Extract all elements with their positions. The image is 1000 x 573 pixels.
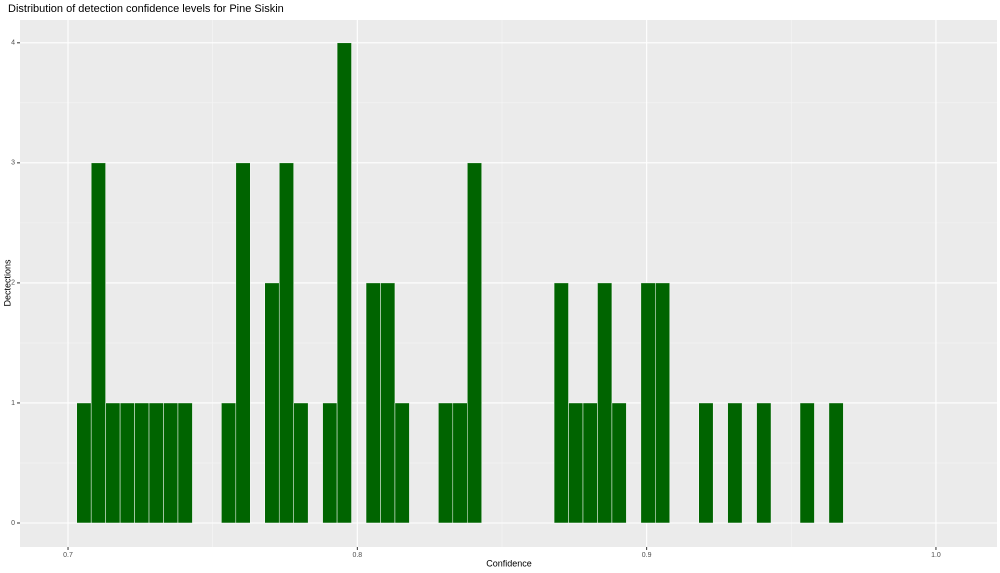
y-axis-label: Dectections — [2, 259, 12, 307]
bar — [828, 402, 844, 524]
bar — [611, 402, 627, 524]
bar — [76, 402, 92, 524]
bar — [727, 402, 743, 524]
y-tick-label: 2 — [11, 280, 15, 287]
x-tick-label: 0.7 — [63, 552, 73, 559]
bar — [322, 402, 338, 524]
bar — [293, 402, 309, 524]
x-tick-label: 0.8 — [352, 552, 362, 559]
bar — [264, 282, 280, 524]
bar — [105, 402, 121, 524]
bar — [336, 42, 352, 524]
bar — [148, 402, 164, 524]
bar — [553, 282, 569, 524]
bar — [568, 402, 584, 524]
bar — [467, 162, 482, 524]
x-axis-label: Confidence — [486, 558, 532, 568]
bar — [163, 402, 179, 524]
bar — [235, 162, 251, 524]
bar — [177, 402, 193, 524]
bar — [655, 282, 671, 524]
bar — [799, 402, 815, 524]
bar — [640, 282, 656, 524]
x-tick-label: 1.0 — [931, 552, 941, 559]
y-tick-label: 0 — [11, 520, 15, 527]
bar — [380, 282, 396, 524]
y-tick-label: 1 — [11, 400, 15, 407]
bar — [756, 402, 772, 524]
bar — [698, 402, 714, 524]
bar — [582, 402, 598, 524]
bar — [394, 402, 410, 524]
bar — [438, 402, 454, 524]
bar — [597, 282, 613, 524]
y-tick-label: 4 — [11, 40, 15, 47]
bar — [119, 402, 135, 524]
bar — [90, 162, 106, 524]
bar — [452, 402, 468, 524]
bar — [134, 402, 150, 524]
bar — [221, 402, 237, 524]
chart-title: Distribution of detection confidence lev… — [8, 3, 284, 15]
bar — [365, 282, 381, 524]
x-tick-label: 0.9 — [642, 552, 652, 559]
bar — [278, 162, 294, 524]
y-tick-label: 3 — [11, 160, 15, 167]
